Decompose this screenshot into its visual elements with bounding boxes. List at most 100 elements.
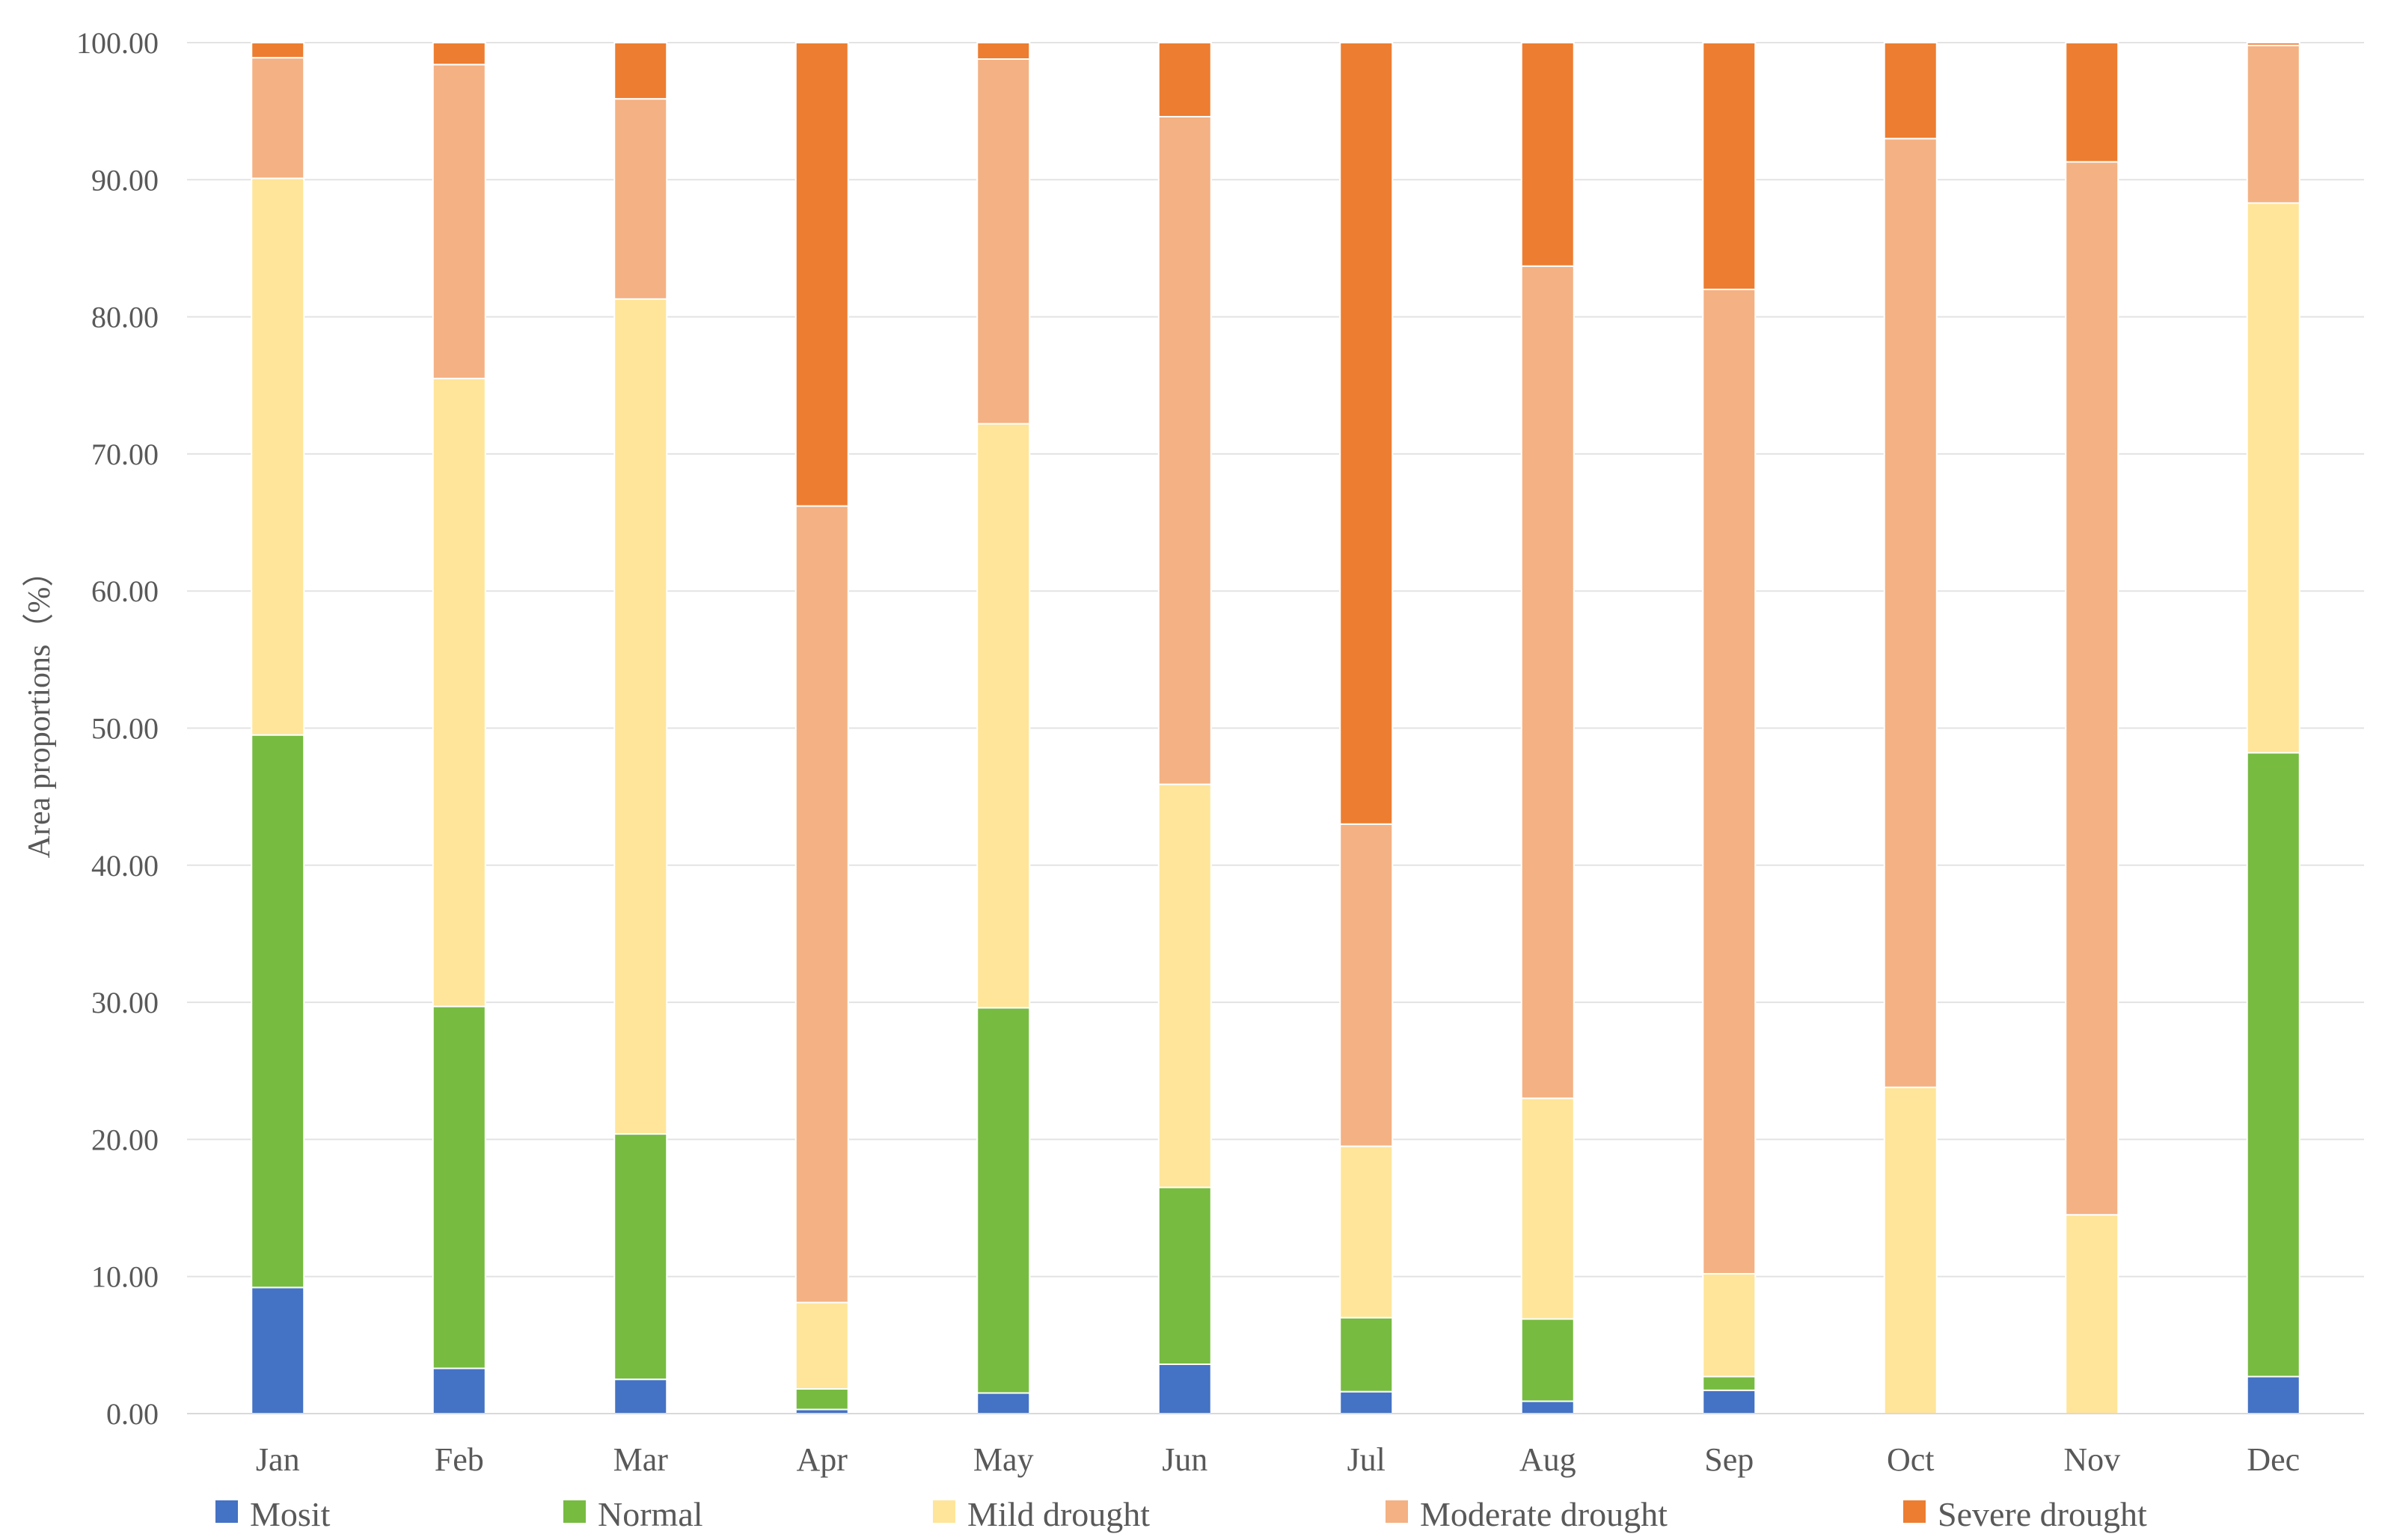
bar-sep-moderate-drought: [1702, 288, 1757, 1275]
legend-swatch: [933, 1500, 955, 1523]
legend-label: Severe drought: [1938, 1495, 2147, 1533]
x-tick-label: Feb: [435, 1441, 484, 1478]
bar-jul-normal: [1339, 1316, 1394, 1393]
y-tick-label: 100.00: [76, 26, 159, 60]
legend-item-severe-drought: Severe drought: [1903, 1495, 2147, 1533]
bar-apr-normal: [795, 1388, 849, 1411]
bar-jul-severe-drought: [1339, 42, 1394, 825]
x-tick-label: Dec: [2247, 1441, 2300, 1478]
bar-sep-mild-drought: [1702, 1273, 1757, 1378]
bar-jan-normal: [251, 734, 305, 1289]
bar-apr-severe-drought: [795, 42, 849, 507]
bar-sep-mosit: [1702, 1389, 1757, 1414]
legend-item-mosit: Mosit: [215, 1495, 331, 1533]
y-tick-label: 20.00: [91, 1123, 159, 1156]
bar-dec-severe-drought: [2246, 42, 2300, 46]
bar-jun-moderate-drought: [1157, 115, 1212, 785]
bar-may-mild-drought: [976, 423, 1031, 1009]
legend-item-mild-drought: Mild drought: [933, 1495, 1150, 1533]
legend-label: Normal: [598, 1495, 703, 1533]
bar-oct-moderate-drought: [1883, 138, 1938, 1088]
bar-aug-moderate-drought: [1520, 265, 1575, 1099]
bar-jul-moderate-drought: [1339, 823, 1394, 1147]
x-tick-label: Sep: [1704, 1441, 1754, 1478]
bar-oct-mild-drought: [1883, 1086, 1938, 1414]
y-tick-label: 70.00: [91, 438, 159, 471]
bar-feb-mild-drought: [432, 378, 486, 1007]
y-tick-label: 60.00: [91, 574, 159, 608]
bar-jun-mild-drought: [1157, 783, 1212, 1188]
y-tick-label: 30.00: [91, 986, 159, 1019]
bar-jun-severe-drought: [1157, 42, 1212, 117]
bar-mar-normal: [613, 1133, 668, 1381]
bar-feb-mosit: [432, 1367, 486, 1414]
y-tick-label: 40.00: [91, 849, 159, 883]
bar-mar-mosit: [613, 1378, 668, 1415]
y-tick-label: 50.00: [91, 712, 159, 746]
x-tick-label: Jun: [1162, 1441, 1207, 1478]
bar-jun-mosit: [1157, 1363, 1212, 1414]
bar-aug-normal: [1520, 1318, 1575, 1402]
x-tick-label: Jan: [256, 1441, 300, 1478]
bar-dec-mosit: [2246, 1375, 2300, 1415]
bar-mar-moderate-drought: [613, 98, 668, 300]
y-axis-ticks: 0.00 10.00 20.00 30.00 40.00 50.00 60.00 70.00 8…: [76, 26, 159, 1431]
y-tick-label: 90.00: [91, 163, 159, 197]
legend-label: Moderate drought: [1420, 1495, 1668, 1533]
bar-jun-normal: [1157, 1186, 1212, 1366]
bar-mar-severe-drought: [613, 42, 668, 100]
bar-may-severe-drought: [976, 42, 1031, 60]
gridlines: [187, 42, 2364, 1277]
legend-item-moderate-drought: Moderate drought: [1386, 1495, 1668, 1533]
legend-label: Mosit: [250, 1495, 331, 1533]
x-tick-label: Oct: [1887, 1441, 1935, 1478]
bar-dec-moderate-drought: [2246, 44, 2300, 204]
x-tick-label: Jul: [1347, 1441, 1386, 1478]
bar-aug-severe-drought: [1520, 42, 1575, 267]
x-axis-categories: Jan Feb Mar Apr May Jun Jul Aug Sep Oct Nov Dec: [256, 1441, 2300, 1478]
y-tick-label: 80.00: [91, 301, 159, 334]
bar-nov-severe-drought: [2065, 42, 2119, 163]
bar-nov-mild-drought: [2065, 1214, 2119, 1414]
x-tick-label: Mar: [613, 1441, 669, 1478]
bars: [251, 42, 2300, 1415]
y-axis-title: Area proportions（%）: [22, 556, 57, 859]
bar-mar-mild-drought: [613, 298, 668, 1135]
legend-item-normal: Normal: [563, 1495, 703, 1533]
bar-jul-mild-drought: [1339, 1145, 1394, 1319]
x-tick-label: Apr: [797, 1441, 848, 1478]
bar-feb-moderate-drought: [432, 64, 486, 380]
bar-may-mosit: [976, 1392, 1031, 1415]
bar-feb-normal: [432, 1005, 486, 1369]
bar-may-moderate-drought: [976, 58, 1031, 425]
bar-feb-severe-drought: [432, 42, 486, 66]
bar-sep-normal: [1702, 1375, 1757, 1391]
bar-jul-mosit: [1339, 1390, 1394, 1414]
bar-aug-mosit: [1520, 1400, 1575, 1415]
legend: Mosit Normal Mild drought Moderate drought S…: [215, 1495, 2147, 1533]
bar-jan-severe-drought: [251, 42, 305, 59]
x-tick-label: May: [973, 1441, 1034, 1478]
bar-nov-moderate-drought: [2065, 161, 2119, 1216]
bar-sep-severe-drought: [1702, 42, 1757, 290]
legend-swatch: [1386, 1500, 1408, 1523]
bar-apr-mild-drought: [795, 1301, 849, 1390]
bar-jan-mild-drought: [251, 177, 305, 736]
bar-jan-mosit: [251, 1286, 305, 1415]
bar-oct-severe-drought: [1883, 42, 1938, 140]
legend-swatch: [563, 1500, 586, 1523]
bar-dec-normal: [2246, 752, 2300, 1378]
bar-dec-mild-drought: [2246, 202, 2300, 754]
bar-apr-moderate-drought: [795, 505, 849, 1304]
y-tick-label: 10.00: [91, 1260, 159, 1294]
x-tick-label: Nov: [2063, 1441, 2120, 1478]
y-tick-label: 0.00: [106, 1397, 159, 1431]
bar-jan-moderate-drought: [251, 57, 305, 180]
bar-may-normal: [976, 1007, 1031, 1394]
x-tick-label: Aug: [1519, 1441, 1576, 1478]
legend-swatch: [215, 1500, 238, 1523]
bar-aug-mild-drought: [1520, 1097, 1575, 1320]
legend-label: Mild drought: [967, 1495, 1150, 1533]
legend-swatch: [1903, 1500, 1926, 1523]
